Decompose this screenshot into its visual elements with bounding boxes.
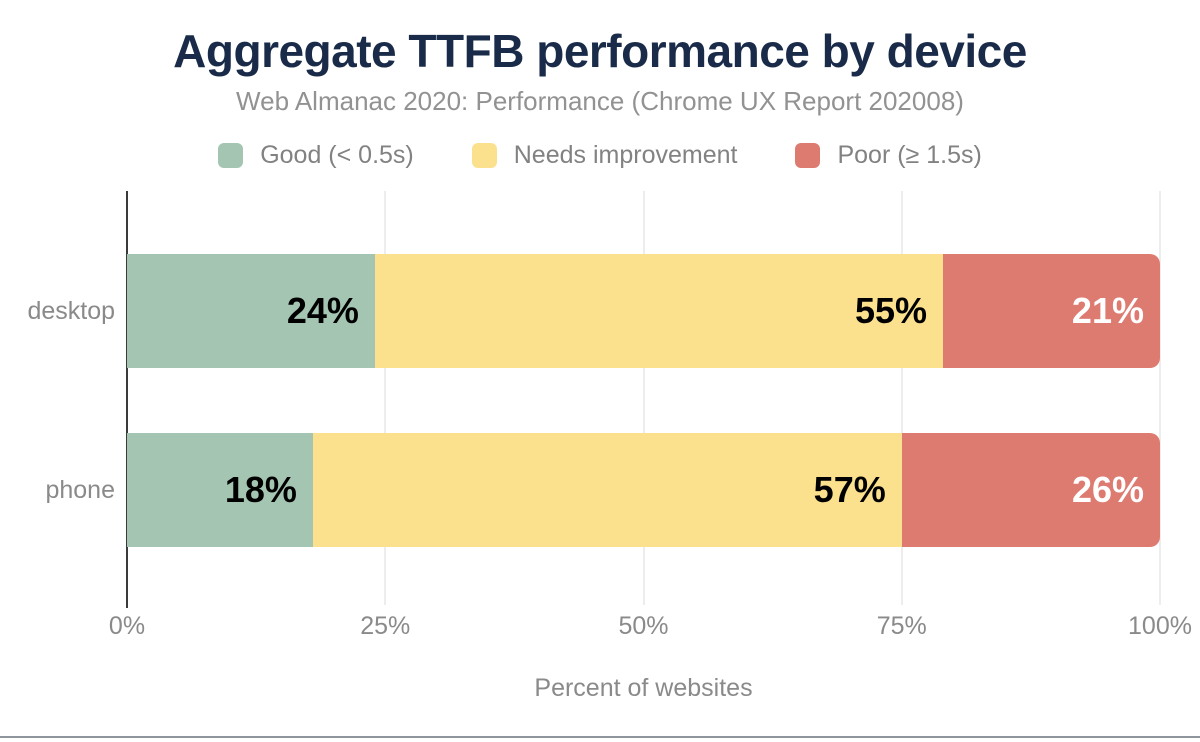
bar-segment: 26% [901,433,1160,547]
bar-value-label: 18% [224,469,297,510]
chart-subtitle: Web Almanac 2020: Performance (Chrome UX… [236,86,964,116]
bar-segment: 57% [312,433,902,547]
x-tick-label: 100% [1128,612,1192,640]
gridline [1159,191,1161,605]
legend-item: Good (< 0.5s) [218,141,414,170]
bar-value-label: 57% [813,469,886,510]
bottom-divider [0,736,1200,738]
legend-label: Poor (≥ 1.5s) [837,140,982,169]
x-tick-label: 50% [618,612,669,640]
legend: Good (< 0.5s) Needs improvement Poor (≥ 1.… [0,140,1200,170]
chart-title: Aggregate TTFB performance by device [173,25,1027,77]
bar-value-label: 24% [286,290,359,331]
legend-label: Needs improvement [513,140,738,169]
legend-swatch-icon [218,142,244,168]
legend-swatch-icon [795,142,821,168]
bar-value-label: 55% [854,290,928,331]
x-tick-label: 0% [108,612,146,640]
y-category-label: phone [45,476,115,504]
bar-segment: 24% [127,254,375,368]
gridline [642,191,645,605]
bar-segment: 21% [943,254,1160,368]
x-tick-label: 25% [360,612,411,640]
bar-row-phone: 18% 57% 26% [127,433,1160,547]
bar-segment: 18% [127,433,313,547]
bar-segment: 55% [374,254,944,368]
gridline [900,191,903,605]
gridline [384,191,387,605]
plot-area: 24% 55% 21% 18% 57% 26% [126,191,1161,608]
x-axis-title: Percent of websites [534,674,753,702]
bar-value-label: 21% [1071,290,1144,331]
legend-item: Needs improvement [471,140,738,170]
y-axis-line [126,191,128,608]
legend-label: Good (< 0.5s) [260,140,414,169]
y-category-label: desktop [27,297,115,325]
bar-row-desktop: 24% 55% 21% [127,254,1160,368]
x-tick-label: 75% [876,612,927,640]
bar-value-label: 26% [1071,469,1144,510]
legend-item: Poor (≥ 1.5s) [795,140,982,170]
legend-swatch-icon [471,142,497,168]
